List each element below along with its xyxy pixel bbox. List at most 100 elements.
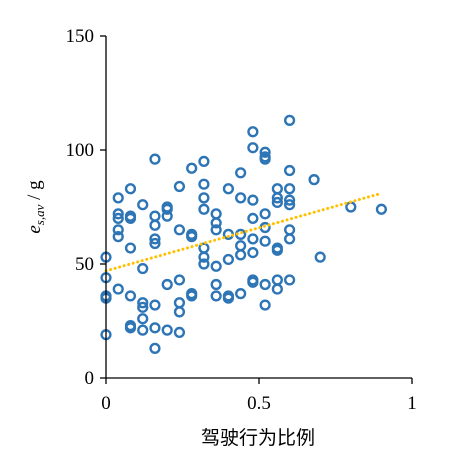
y-tick-label: 150 [66, 26, 95, 47]
data-point [173, 274, 186, 286]
data-point [247, 126, 259, 138]
data-point [235, 167, 247, 179]
data-point [222, 183, 235, 195]
axes: 0 50 100 150 0 0.5 1 [66, 26, 417, 414]
data-point [149, 322, 161, 334]
data-point [259, 278, 271, 291]
data-point [198, 203, 210, 215]
data-point [173, 326, 186, 339]
data-point [137, 324, 149, 336]
data-point [161, 278, 173, 291]
data-point [112, 231, 124, 243]
y-axis-title: es,av / g [24, 180, 47, 234]
data-point [375, 203, 388, 215]
data-point [173, 180, 186, 193]
data-point [137, 199, 149, 211]
data-point [198, 155, 210, 168]
data-point [222, 292, 235, 304]
data-point [222, 253, 235, 266]
data-point [186, 231, 198, 243]
data-point [345, 201, 357, 213]
data-point [149, 299, 161, 311]
data-point [284, 164, 296, 177]
data-point [271, 274, 283, 286]
data-point [284, 114, 296, 126]
data-point [137, 262, 149, 275]
data-point [210, 290, 222, 302]
data-point [173, 306, 186, 318]
data-point [284, 183, 296, 195]
data-point [124, 212, 137, 225]
data-point [112, 212, 124, 225]
y-axis-title-subscript: s,av [32, 204, 47, 225]
y-tick-label: 50 [75, 254, 94, 275]
data-point [149, 237, 161, 250]
data-point [149, 233, 161, 245]
x-tick-label: 0 [101, 393, 111, 414]
data-point [186, 162, 198, 174]
data-point [271, 192, 283, 204]
data-point [259, 146, 271, 158]
y-tick-label: 100 [66, 140, 95, 161]
data-point [198, 178, 210, 190]
data-point [271, 244, 283, 256]
data-point [210, 260, 222, 272]
data-point [271, 283, 283, 295]
data-point [186, 290, 198, 302]
data-point [308, 174, 320, 186]
y-axis-title-symbol: e [24, 225, 45, 233]
x-tick-label: 1 [407, 393, 417, 414]
x-axis-title: 驾驶行为比例 [201, 427, 315, 449]
data-point [149, 342, 161, 354]
data-point [210, 278, 222, 291]
data-point [259, 208, 271, 220]
data-point [112, 208, 124, 220]
data-point [112, 192, 124, 204]
data-point [161, 210, 173, 222]
data-point [271, 183, 283, 195]
data-point [247, 276, 259, 288]
data-point [137, 297, 149, 309]
data-point [235, 249, 247, 261]
data-point [314, 251, 326, 263]
data-point [112, 283, 124, 295]
data-point [235, 240, 247, 252]
data-point [271, 196, 283, 209]
x-tick-label: 0.5 [247, 393, 271, 414]
data-point [284, 194, 296, 206]
data-point [210, 224, 222, 236]
data-point [235, 288, 247, 300]
data-point [149, 219, 161, 231]
data-point [235, 192, 247, 204]
data-point [210, 208, 222, 220]
data-point [173, 224, 186, 236]
data-point [284, 233, 296, 245]
data-point [198, 192, 210, 204]
data-point [112, 224, 124, 236]
data-point [247, 233, 259, 245]
data-point [284, 224, 296, 236]
data-point [124, 322, 137, 334]
data-point [210, 217, 222, 229]
data-point [137, 301, 149, 313]
y-tick-label: 0 [85, 368, 95, 389]
data-point [124, 290, 137, 302]
data-point [247, 247, 259, 259]
data-point [137, 313, 149, 325]
data-point [161, 324, 173, 336]
data-point [124, 242, 137, 254]
data-point [149, 210, 161, 222]
data-point [247, 212, 259, 225]
trendline [104, 191, 383, 273]
data-point [161, 203, 173, 215]
data-point [259, 299, 271, 311]
plot-area [100, 114, 388, 354]
data-point [247, 194, 259, 206]
data-point [247, 142, 259, 154]
data-point [198, 251, 210, 263]
data-point [259, 235, 271, 247]
data-point [284, 274, 296, 286]
data-point [284, 199, 296, 211]
data-point [198, 258, 210, 270]
